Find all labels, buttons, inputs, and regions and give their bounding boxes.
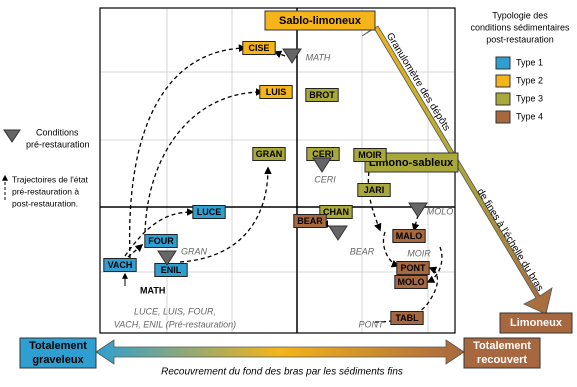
pre-marker <box>408 202 428 218</box>
site-box <box>103 258 137 272</box>
site-label: CERI <box>312 149 334 159</box>
pre-label: BEAR <box>350 246 375 256</box>
legend-label: Type 3 <box>516 93 543 103</box>
legend-swatch <box>495 74 511 88</box>
site-box <box>154 263 188 277</box>
pre-label: PONT <box>358 319 385 329</box>
pre-marker <box>282 48 302 64</box>
mid-box <box>364 152 459 173</box>
site-label: FOUR <box>148 236 174 246</box>
right-label: Totalement <box>473 340 531 352</box>
pre-label: MOLO <box>427 206 454 216</box>
axis-label: Recouvrement du fond des bras par les sé… <box>161 367 403 378</box>
bottom-box <box>499 312 573 334</box>
site-label: PONT <box>400 263 426 273</box>
bottom-label: Limoneux <box>510 317 563 329</box>
legend-label: Type 2 <box>516 75 543 85</box>
site-label: TABL <box>395 313 419 323</box>
legend-swatch <box>495 56 511 70</box>
legend-label: Type 4 <box>516 111 543 121</box>
site-box <box>242 41 276 55</box>
pre-label: CERI <box>314 174 336 184</box>
site-label: LUCE <box>197 207 222 217</box>
legend-text: pré-restauration <box>26 139 90 149</box>
site-label: GRAN <box>256 149 283 159</box>
mid-label: Limono-sableux <box>369 157 454 169</box>
site-label: CHAN <box>323 207 349 217</box>
site-box <box>394 275 428 289</box>
left-label: graveleux <box>32 354 84 366</box>
axis-label: de fines à l'échelle du bras <box>474 187 545 294</box>
top-box <box>264 10 376 31</box>
site-label: MALO <box>396 231 423 241</box>
site-box <box>390 311 424 325</box>
site-box <box>259 85 293 99</box>
site-box <box>357 183 391 197</box>
site-label: VACH <box>108 260 133 270</box>
legend-text: Conditions <box>36 127 79 137</box>
legend-text: post-restauration. <box>12 198 78 208</box>
trajectories <box>124 44 443 323</box>
note: LUCE, LUIS, FOUR, <box>134 306 216 316</box>
site-label: LUIS <box>266 87 287 97</box>
legend-triangle <box>3 129 21 143</box>
site-label: MOLO <box>398 277 425 287</box>
site-box <box>319 205 353 219</box>
pre-label: MATH <box>306 52 331 62</box>
site-box <box>293 214 327 228</box>
right-box <box>463 337 541 369</box>
site-box <box>353 148 387 162</box>
left-box <box>19 337 97 369</box>
pre-marker <box>328 225 348 241</box>
legend-label: Type 1 <box>516 57 543 67</box>
legend-swatch <box>495 92 511 106</box>
legend-title: conditions sédimentaires <box>470 22 570 32</box>
site-label: CISE <box>248 43 269 53</box>
site-label: BEAR <box>297 216 323 226</box>
legend-title: Typologie des <box>492 10 548 20</box>
pre-label: MOIR <box>407 248 431 258</box>
site-box <box>192 205 226 219</box>
pre-label: GRAN <box>181 246 208 256</box>
legend-swatch <box>495 110 511 124</box>
site-box <box>392 229 426 243</box>
note: VACH, ENIL (Pré-restauration) <box>114 319 236 329</box>
site-box <box>144 234 178 248</box>
pre-marker <box>157 250 177 266</box>
site-label: MOIR <box>358 150 382 160</box>
site-box <box>252 147 286 161</box>
math-label: MATH <box>140 285 165 295</box>
right-label: recouvert <box>477 354 527 366</box>
top-label: Sablo-limoneux <box>279 15 362 27</box>
axis-label: Granulomètre des dépôts <box>384 31 452 133</box>
legend-text: Trajectoires de l'état <box>12 174 89 184</box>
site-label: ENIL <box>161 265 182 275</box>
left-label: Totalement <box>29 340 87 352</box>
site-box <box>396 261 430 275</box>
site-label: BROT <box>309 90 335 100</box>
site-label: JARI <box>364 185 385 195</box>
legend-text: pré-restauration à <box>12 186 79 196</box>
legend-title: post-restauration <box>486 34 554 44</box>
cover-arrow <box>95 339 465 365</box>
site-box <box>305 88 339 102</box>
pre-marker <box>312 157 332 173</box>
